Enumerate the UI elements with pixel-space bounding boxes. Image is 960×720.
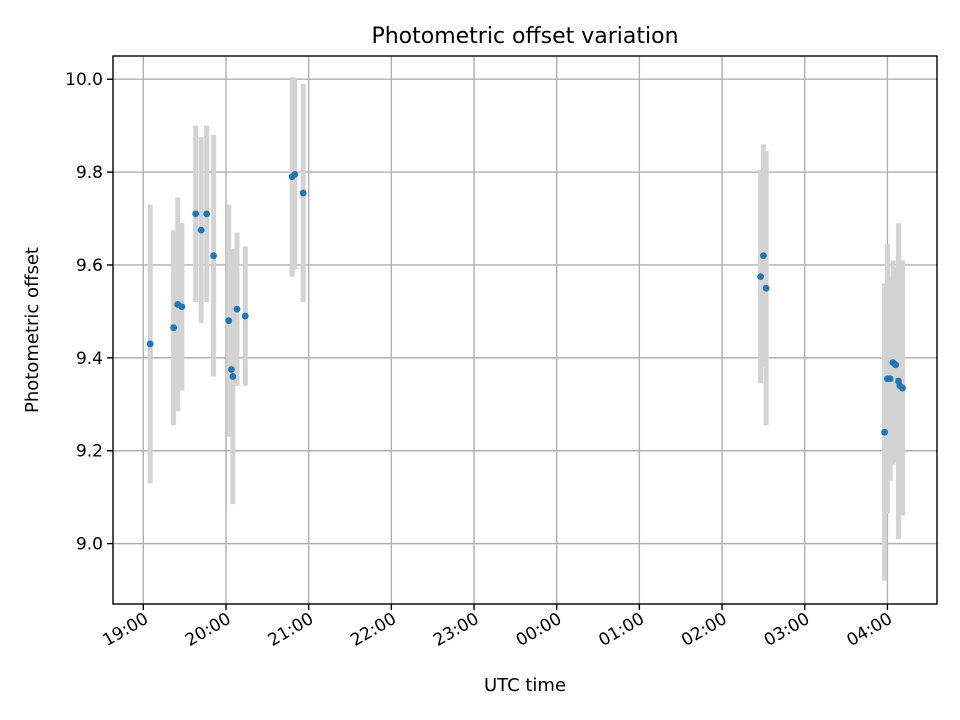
data-point-19 [881, 428, 889, 436]
data-point-4 [192, 210, 200, 218]
y-tick-label: 9.0 [76, 535, 103, 555]
data-point-14 [291, 171, 299, 178]
data-point-0 [146, 340, 154, 348]
data-point-23 [892, 361, 900, 369]
x-tick-label: 22:00 [347, 609, 399, 651]
y-tick-label: 10.0 [65, 70, 103, 90]
data-point-3 [178, 303, 186, 311]
data-point-5 [197, 226, 205, 234]
data-point-17 [759, 252, 767, 260]
y-tick-label: 9.2 [76, 442, 103, 462]
data-point-8 [225, 317, 233, 325]
data-point-26 [899, 384, 906, 392]
x-tick-label: 19:00 [99, 609, 151, 651]
chart-title: Photometric offset variation [371, 24, 678, 49]
data-point-12 [241, 312, 249, 320]
x-tick-label: 00:00 [513, 609, 565, 651]
data-point-10 [229, 373, 237, 380]
y-tick-label: 9.4 [76, 349, 103, 369]
point-layer [146, 171, 906, 436]
tick-layer: 19:00 20:00 21:00 22:00 23:00 00:00 01:00 02:00… [65, 70, 896, 651]
errorbar-layer [147, 76, 906, 581]
data-point-15 [299, 189, 307, 197]
grid-layer [113, 56, 937, 604]
x-tick-label: 03:00 [761, 609, 813, 651]
data-point-7 [210, 252, 217, 260]
x-tick-label: 01:00 [595, 609, 647, 651]
y-tick-label: 9.6 [76, 256, 103, 276]
y-axis-label: Photometric offset [22, 247, 43, 413]
x-tick-label: 23:00 [430, 609, 482, 651]
y-tick-label: 9.8 [76, 163, 103, 183]
x-tick-label: 04:00 [843, 609, 895, 651]
data-point-6 [203, 210, 211, 218]
data-point-16 [757, 273, 765, 280]
data-point-9 [228, 366, 235, 373]
x-axis-label: UTC time [484, 675, 566, 696]
x-tick-label: 21:00 [265, 609, 317, 651]
data-point-11 [233, 305, 241, 313]
data-point-21 [886, 375, 894, 383]
x-tick-label: 20:00 [182, 609, 234, 651]
data-point-1 [170, 324, 178, 332]
x-tick-label: 02:00 [678, 609, 730, 651]
data-point-18 [762, 284, 770, 292]
plot-frame [112, 55, 938, 605]
